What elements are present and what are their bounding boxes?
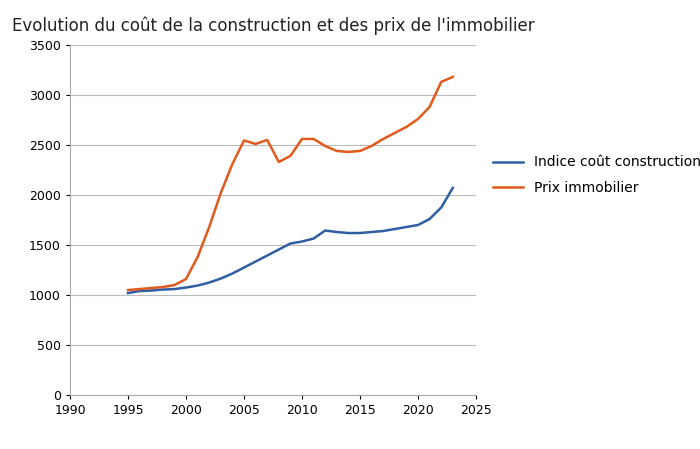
Prix immobilier (251, 141, 260, 147)
Indice coût construction (170, 286, 178, 292)
Prix immobilier (286, 153, 295, 158)
Line: Prix immobilier: Prix immobilier (128, 77, 453, 290)
Indice coût construction (332, 229, 341, 235)
Title: Evolution du coût de la construction et des prix de l'immobilier: Evolution du coût de la construction et … (12, 17, 534, 35)
Prix immobilier (182, 276, 190, 282)
Indice coût construction (135, 288, 143, 294)
Indice coût construction (379, 229, 387, 234)
Indice coût construction (344, 230, 353, 236)
Prix immobilier (147, 286, 155, 291)
Indice coût construction (182, 285, 190, 290)
Indice coût construction (124, 291, 132, 296)
Indice coût construction (309, 236, 318, 241)
Indice coût construction (193, 283, 202, 288)
Prix immobilier (332, 148, 341, 154)
Indice coût construction (426, 216, 434, 222)
Prix immobilier (124, 287, 132, 293)
Prix immobilier (159, 284, 167, 290)
Legend: Indice coût construction, Prix immobilier: Indice coût construction, Prix immobilie… (487, 150, 700, 200)
Prix immobilier (414, 116, 422, 122)
Prix immobilier (449, 74, 457, 79)
Prix immobilier (368, 143, 376, 149)
Indice coût construction (228, 271, 237, 276)
Prix immobilier (379, 136, 387, 141)
Indice coût construction (449, 185, 457, 191)
Prix immobilier (170, 282, 178, 288)
Prix immobilier (263, 137, 272, 143)
Indice coût construction (251, 259, 260, 264)
Prix immobilier (356, 148, 364, 154)
Indice coût construction (414, 222, 422, 228)
Indice coût construction (437, 205, 445, 210)
Prix immobilier (298, 136, 306, 141)
Indice coût construction (159, 287, 167, 292)
Prix immobilier (426, 104, 434, 110)
Prix immobilier (240, 138, 248, 143)
Prix immobilier (402, 124, 411, 130)
Prix immobilier (274, 159, 283, 165)
Indice coût construction (356, 230, 364, 236)
Prix immobilier (216, 190, 225, 196)
Prix immobilier (205, 224, 214, 230)
Indice coût construction (216, 276, 225, 281)
Indice coût construction (263, 253, 272, 258)
Indice coût construction (368, 229, 376, 235)
Indice coût construction (391, 226, 399, 232)
Line: Indice coût construction: Indice coût construction (128, 188, 453, 293)
Indice coût construction (274, 247, 283, 252)
Prix immobilier (228, 161, 237, 167)
Prix immobilier (344, 149, 353, 154)
Indice coût construction (205, 280, 214, 285)
Prix immobilier (135, 286, 143, 292)
Prix immobilier (391, 130, 399, 136)
Prix immobilier (321, 143, 330, 149)
Indice coût construction (147, 288, 155, 293)
Indice coût construction (298, 239, 306, 244)
Indice coût construction (240, 265, 248, 270)
Prix immobilier (193, 254, 202, 260)
Indice coût construction (402, 224, 411, 230)
Prix immobilier (309, 136, 318, 141)
Indice coût construction (286, 241, 295, 246)
Prix immobilier (437, 79, 445, 84)
Indice coût construction (321, 228, 330, 233)
